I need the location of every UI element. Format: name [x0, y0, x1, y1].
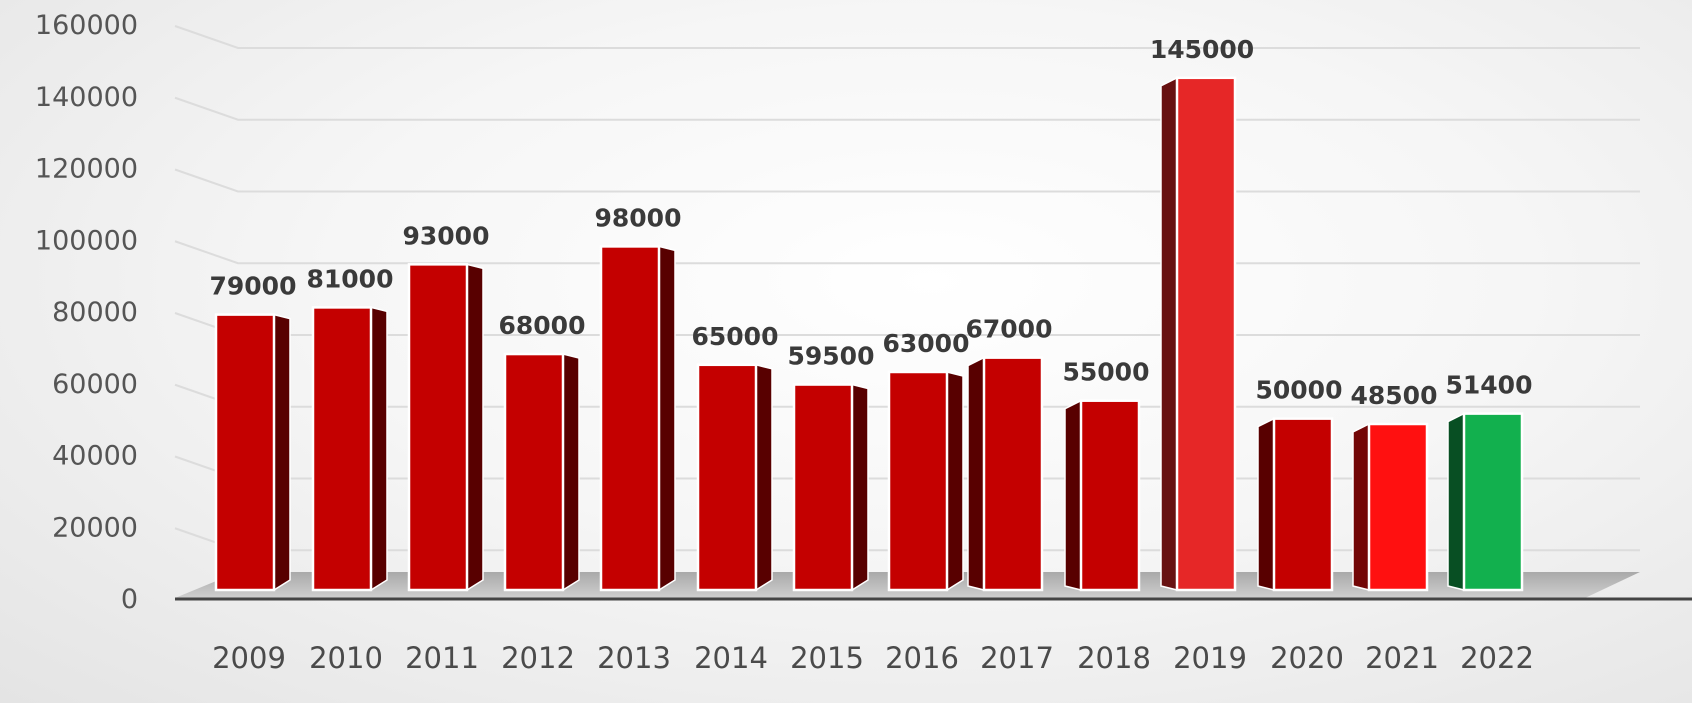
x-tick-label: 2014 [694, 641, 768, 675]
bar-2016 [887, 370, 964, 592]
data-label: 59500 [788, 342, 875, 371]
y-tick-label: 120000 [35, 154, 138, 185]
y-tick-label: 100000 [35, 225, 138, 256]
data-label: 67000 [966, 315, 1053, 344]
data-label: 51400 [1446, 371, 1533, 400]
data-label: 50000 [1256, 376, 1343, 405]
bar-2018 [1064, 399, 1141, 592]
bar-2021 [1352, 422, 1429, 592]
bar-2013 [599, 245, 676, 592]
x-tick-label: 2018 [1077, 641, 1151, 675]
bar-side [273, 313, 291, 592]
bar-side [851, 383, 869, 592]
x-tick-label: 2013 [597, 641, 671, 675]
bar-front [982, 356, 1044, 592]
data-label: 48500 [1351, 381, 1438, 410]
data-label: 81000 [307, 264, 394, 293]
bar-side [1064, 399, 1082, 591]
bar-series [214, 76, 1524, 592]
bar-2020 [1257, 417, 1334, 592]
gridline [174, 96, 1640, 121]
data-label: 79000 [210, 272, 297, 301]
bar-side [1257, 417, 1275, 591]
bar-2012 [503, 352, 580, 592]
bar-front [1272, 417, 1334, 592]
data-label: 98000 [595, 203, 682, 232]
bar-side [1447, 412, 1465, 591]
x-tick-label: 2021 [1365, 641, 1439, 675]
x-tick-label: 2011 [405, 641, 479, 675]
x-tick-label: 2016 [885, 641, 959, 675]
bar-front [696, 363, 758, 592]
data-label: 93000 [403, 221, 490, 250]
x-tick-label: 2010 [309, 641, 383, 675]
x-tick-label: 2019 [1173, 641, 1247, 675]
bar-front [1079, 399, 1141, 592]
y-tick-label: 40000 [52, 441, 138, 472]
y-tick-label: 60000 [52, 369, 138, 400]
bar-front [1367, 422, 1429, 592]
bar-2019 [1160, 76, 1237, 592]
bar-side [370, 306, 388, 592]
y-tick-label: 0 [121, 584, 138, 615]
x-tick-label: 2012 [501, 641, 575, 675]
bar-front [407, 263, 469, 592]
bar-side [755, 363, 773, 592]
bar-2009 [214, 313, 291, 592]
gridline [174, 168, 1640, 193]
bar-front [503, 352, 565, 592]
data-label: 145000 [1150, 35, 1254, 64]
bar-front [887, 370, 949, 592]
x-tick-label: 2020 [1270, 641, 1344, 675]
bar-side [658, 245, 676, 592]
bar-front [311, 306, 373, 592]
x-tick-label: 2017 [980, 641, 1054, 675]
bar-side [1160, 76, 1178, 591]
bar-front [792, 383, 854, 592]
bar-2010 [311, 306, 388, 592]
bar-side [967, 356, 985, 591]
x-tick-label: 2009 [212, 641, 286, 675]
y-tick-label: 140000 [35, 82, 138, 113]
data-label: 68000 [499, 311, 586, 340]
bar-side [1352, 422, 1370, 591]
x-axis: 2009 2010 2011 2012 2013 2014 2015 2016 2017 2018… [212, 641, 1534, 675]
bar-side [562, 353, 580, 592]
bar-front [214, 313, 276, 592]
bar-2015 [792, 383, 869, 592]
y-tick-label: 160000 [35, 10, 138, 41]
bar-front [599, 245, 661, 592]
y-tick-label: 80000 [52, 297, 138, 328]
gridline [174, 240, 1640, 265]
bar-2022 [1447, 412, 1524, 592]
x-tick-label: 2015 [790, 641, 864, 675]
data-labels: 79000 81000 93000 68000 98000 65000 59500 63000… [210, 35, 1533, 410]
data-label: 63000 [883, 329, 970, 358]
bar-side [466, 263, 484, 592]
gridline [174, 25, 1640, 49]
y-tick-label: 20000 [52, 512, 138, 543]
y-axis: 0 20000 40000 60000 80000 100000 120000 140000 1… [35, 10, 138, 615]
data-label: 55000 [1063, 358, 1150, 387]
x-tick-label: 2022 [1460, 641, 1534, 675]
bar-side [946, 371, 964, 592]
bar-front [1462, 412, 1524, 592]
bar-2014 [696, 363, 773, 592]
bar-front [1175, 76, 1237, 592]
bar-2017 [967, 356, 1044, 592]
data-label: 65000 [692, 322, 779, 351]
bar-2011 [407, 263, 484, 592]
